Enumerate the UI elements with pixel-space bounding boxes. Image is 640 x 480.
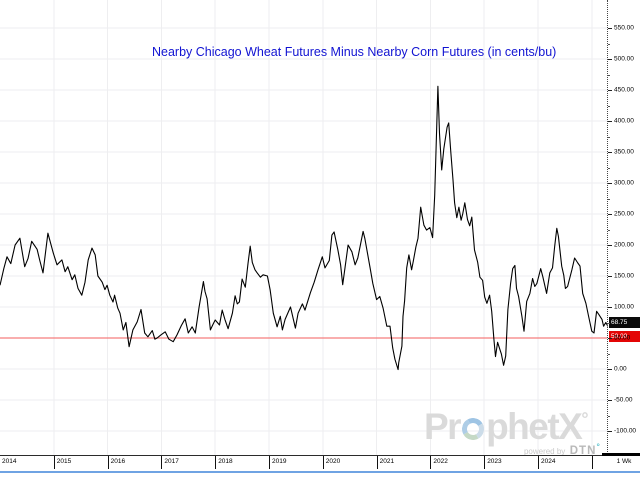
chart-canvas[interactable] (0, 0, 608, 455)
y-axis-minor-tick (608, 105, 610, 107)
y-axis-minor-tick (608, 136, 610, 138)
x-axis-separator (591, 456, 593, 469)
x-axis-label: 2019 (272, 458, 287, 465)
x-axis-separator (107, 456, 109, 469)
y-axis-label: -100.00 (614, 427, 637, 435)
y-axis-label: 550.00 (614, 24, 634, 32)
y-axis-tick (608, 90, 612, 91)
y-axis-tick (608, 338, 612, 339)
y-axis-minor-tick (608, 74, 610, 76)
threshold-price-badge: 50.00 (609, 331, 640, 342)
y-axis-tick (608, 183, 612, 184)
grid-lines (0, 0, 608, 455)
y-axis-label: 200.00 (614, 241, 634, 249)
price-line (0, 85, 608, 371)
y-axis-label: 50.00 (614, 334, 631, 342)
y-axis-label: 300.00 (614, 179, 634, 187)
x-axis-label: 2015 (56, 458, 72, 465)
x-axis-label: 2017 (164, 458, 179, 465)
x-axis-separator (161, 456, 163, 469)
logo-text-post: phetX (486, 406, 583, 447)
y-axis-label: 400.00 (614, 117, 634, 125)
last-price-badge: 68.75 (609, 317, 640, 328)
logo-degree-mark: ° (581, 409, 589, 429)
y-axis-tick (608, 369, 612, 370)
x-axis-label: 2024 (541, 458, 556, 465)
chart-title: Nearby Chicago Wheat Futures Minus Nearb… (152, 45, 557, 59)
price-axis[interactable]: 68.75 50.00 550.00 500.00 450.00 400.00 350.… (607, 0, 640, 470)
time-axis[interactable]: 1 Wk 2014 2015 2016 2017 2018 2019 2020 2021 202… (0, 456, 640, 470)
y-axis-tick (608, 59, 612, 60)
y-axis-minor-tick (608, 167, 610, 169)
x-axis-separator (430, 456, 432, 469)
x-axis-label: 2023 (487, 458, 502, 465)
y-axis-tick (608, 400, 612, 401)
y-axis-label: 450.00 (614, 86, 634, 94)
x-axis-label: 2014 (2, 458, 17, 465)
x-axis-separator (269, 456, 270, 469)
dtn-text: DTN (569, 445, 597, 457)
logo-text-pre: Pr (424, 406, 462, 447)
y-axis-label: 350.00 (614, 148, 634, 156)
time-axis-line (0, 455, 640, 456)
x-axis-label: 2022 (433, 458, 448, 465)
y-axis-minor-tick (608, 384, 610, 386)
timeframe-label: 1 Wk (616, 458, 632, 465)
x-axis-separator (484, 456, 486, 469)
y-axis-label: 150.00 (614, 272, 634, 280)
x-axis-separator (538, 456, 539, 469)
y-axis-minor-tick (608, 322, 610, 324)
y-axis-tick (608, 245, 612, 246)
y-axis-label: 0.00 (614, 365, 627, 373)
y-axis-minor-tick (608, 260, 610, 262)
dtn-degree-mark: ° (596, 442, 600, 452)
y-axis-minor-tick (608, 43, 610, 45)
y-axis-label: 500.00 (614, 55, 634, 63)
y-axis-label: 250.00 (614, 210, 634, 218)
x-axis-separator (215, 456, 217, 469)
x-axis-label: 2020 (325, 458, 341, 465)
y-axis-minor-tick (608, 291, 610, 293)
y-axis-tick (608, 152, 612, 153)
x-axis-separator (53, 456, 55, 469)
price-axis-line (607, 0, 608, 470)
y-axis-tick (608, 307, 612, 308)
axis-corner-bar (602, 453, 640, 456)
window-bottom-border (0, 471, 640, 473)
y-axis-tick (608, 214, 612, 215)
powered-by-text: powered by (523, 447, 566, 456)
y-axis-minor-tick (608, 353, 610, 355)
y-axis-tick (608, 431, 612, 432)
x-axis-separator (322, 456, 324, 469)
y-axis-label: -50.00 (614, 396, 633, 404)
x-axis-label: 2018 (218, 458, 233, 465)
y-axis-label: 100.00 (614, 303, 634, 311)
prophetx-watermark: Pr phetX° powered by DTN° (424, 402, 604, 459)
y-axis-minor-tick (608, 198, 610, 200)
x-axis-label: 2021 (379, 458, 395, 465)
logo-o-ring-icon (459, 415, 487, 443)
x-axis-label: 2016 (110, 458, 126, 465)
y-axis-tick (608, 28, 612, 29)
prophetx-logo: Pr phetX° (424, 402, 604, 447)
dtn-logo: powered by DTN° (424, 441, 600, 459)
y-axis-minor-tick (608, 415, 610, 417)
y-axis-minor-tick (608, 229, 610, 231)
y-axis-tick (608, 121, 612, 122)
y-axis-tick (608, 276, 612, 277)
x-axis-separator (376, 456, 378, 469)
